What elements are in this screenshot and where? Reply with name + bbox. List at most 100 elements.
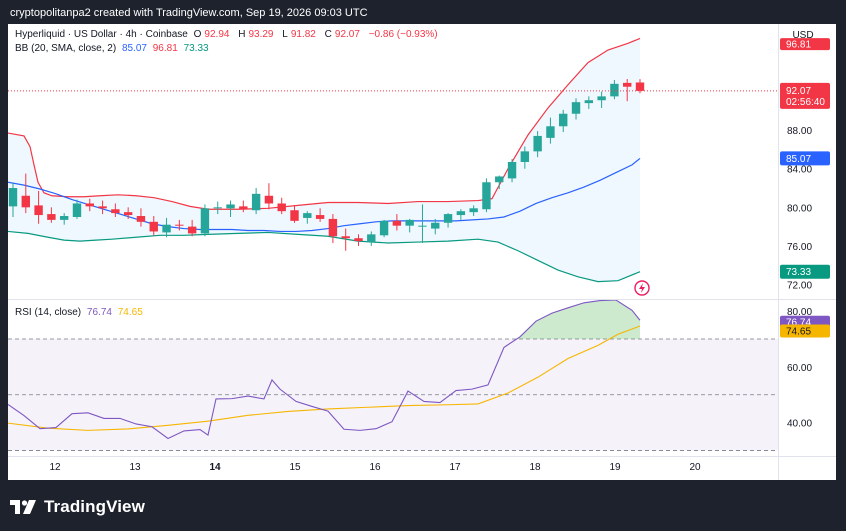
candle-body	[610, 83, 619, 97]
bb-lower-tag	[780, 264, 830, 279]
rsi-tick-label: 60.00	[787, 363, 812, 374]
bb-lower-line	[8, 230, 641, 283]
ohlc-open: O 92.94	[193, 29, 230, 40]
candle-body	[546, 126, 555, 138]
time-tick-label: 20	[689, 462, 701, 473]
candle-body	[175, 224, 184, 226]
rsi-pane	[8, 299, 778, 451]
time-tick-label: 16	[369, 462, 381, 473]
price-tick-label: 76.00	[787, 242, 812, 253]
candle-body	[251, 193, 261, 211]
footer-brand-name: TradingView	[44, 497, 145, 516]
price-pane	[8, 37, 778, 296]
candle-body	[123, 212, 133, 216]
price-tick-label: 72.00	[787, 281, 812, 292]
candle-body	[136, 216, 146, 222]
candle-body	[187, 226, 197, 234]
last-price-tag-text: 92.07	[786, 86, 811, 97]
candle-body	[469, 208, 478, 213]
bb-upper-tag-text: 96.81	[786, 40, 811, 51]
bb-upper-value: 96.81	[152, 43, 178, 54]
rsi-ma-tag	[780, 324, 830, 338]
last-price-tag-text: 02:56:40	[786, 97, 825, 108]
candle-body	[328, 218, 338, 237]
candle-body	[149, 221, 158, 232]
time-tick-label: 17	[449, 462, 461, 473]
dividend-event-icon	[634, 280, 650, 296]
time-tick-label: 19	[609, 462, 621, 473]
time-tick-label: 14	[209, 462, 221, 473]
candle-body	[635, 82, 645, 91]
rsi-ma-tag-text: 74.65	[786, 327, 811, 338]
lightning-glyph	[639, 283, 645, 293]
candle-body	[8, 188, 18, 207]
rsi-line	[8, 299, 641, 440]
candle-body	[507, 161, 517, 179]
candle-body	[47, 214, 56, 220]
rsi-label: RSI (14, close)	[15, 307, 82, 318]
bb-upper-tag	[780, 38, 830, 51]
time-tick-label: 12	[49, 462, 61, 473]
footer-brand: TradingView	[10, 494, 145, 520]
candle-body	[85, 203, 94, 207]
rsi-value-tag-text: 76.74	[786, 318, 811, 329]
candle-body	[226, 204, 235, 209]
chart-credit: cryptopolitanpa2 created with TradingVie…	[10, 7, 368, 19]
candle-body	[213, 207, 222, 209]
candle-body	[584, 100, 594, 104]
currency-label[interactable]: USD	[792, 30, 814, 41]
candle-body	[482, 182, 491, 210]
price-tick-label: 88.00	[787, 126, 812, 137]
candle-body	[264, 195, 274, 204]
candle-body	[111, 209, 120, 214]
time-tick-label: 15	[289, 462, 301, 473]
bb-legend: BB (20, SMA, close, 2) 85.07 96.81 73.33	[15, 43, 212, 54]
candle-body	[341, 236, 350, 239]
bb-lower-tag-text: 73.33	[786, 267, 811, 278]
rsi-ma-line	[8, 325, 641, 431]
candle-body	[72, 203, 82, 217]
candle-body	[303, 213, 312, 218]
candle-body	[277, 203, 286, 212]
candle-body	[418, 225, 427, 227]
rsi-overbought-fill	[516, 300, 640, 339]
candle-body	[162, 224, 171, 233]
symbol-legend: Hyperliquid · US Dollar · 4h · Coinbase …	[15, 29, 441, 40]
time-tick-label: 18	[529, 462, 541, 473]
bb-label: BB (20, SMA, close, 2)	[15, 43, 117, 54]
ohlc-change: −0.86 (−0.93%)	[368, 29, 438, 40]
candle-body	[34, 205, 43, 216]
chart-frame[interactable]: 72.00 76.00 80.00 84.00 88.00 96.81 92.07 02:56…	[8, 24, 836, 480]
candle-body	[533, 135, 542, 152]
bb-basis-tag	[780, 151, 830, 166]
candle-body	[559, 113, 568, 127]
bb-basis-value: 85.07	[121, 43, 147, 54]
bb-lower-value: 73.33	[183, 43, 209, 54]
candle-body	[354, 238, 363, 242]
ohlc-close: C 92.07	[324, 29, 360, 40]
bb-band-fill	[8, 38, 640, 282]
candle-body	[392, 220, 402, 226]
candle-body	[379, 220, 389, 236]
candle-body	[495, 176, 504, 183]
last-price-tag	[780, 82, 830, 109]
candle-body	[315, 215, 325, 219]
rsi-tick-label: 80.00	[787, 307, 812, 318]
candle-body	[520, 151, 530, 162]
candle-body	[367, 234, 376, 243]
ohlc-low: L 91.82	[282, 29, 316, 40]
candle-body	[571, 102, 581, 114]
rsi-tick-label: 40.00	[787, 419, 812, 430]
candle-body	[98, 206, 107, 209]
rsi-ma-value: 74.65	[117, 307, 143, 318]
candle-body	[59, 216, 69, 220]
rsi-value: 76.74	[86, 307, 112, 318]
candle-body	[623, 82, 632, 87]
ohlc-high: H 93.29	[238, 29, 274, 40]
axes-layer: 72.00 76.00 80.00 84.00 88.00 96.81 92.0702:56…	[8, 24, 836, 480]
candle-body	[290, 210, 299, 221]
chart-canvas[interactable]: 72.00 76.00 80.00 84.00 88.00 96.81 92.0702:56…	[8, 24, 836, 480]
candle-body	[405, 219, 414, 226]
candle-body	[431, 222, 440, 229]
rsi-legend: RSI (14, close) 76.74 74.65	[15, 307, 146, 318]
